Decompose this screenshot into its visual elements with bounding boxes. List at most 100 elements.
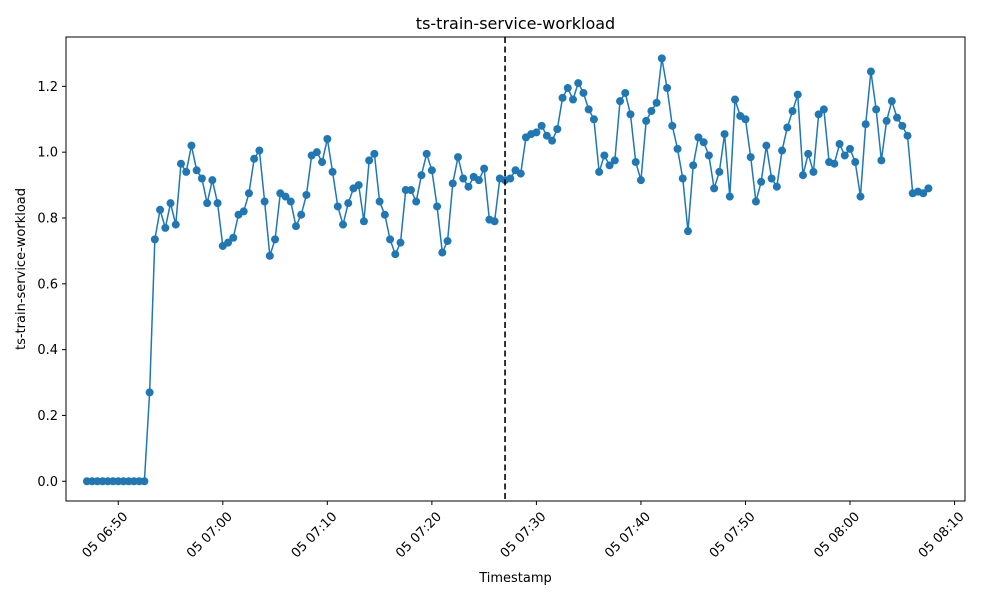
data-point: [861, 120, 870, 129]
data-point: [454, 153, 463, 162]
data-point: [171, 220, 180, 229]
data-point: [657, 54, 666, 63]
data-point: [605, 161, 614, 170]
data-point: [229, 233, 238, 242]
data-point: [887, 97, 896, 106]
data-point: [459, 174, 468, 183]
data-point: [924, 184, 933, 193]
data-point: [224, 238, 233, 247]
data-point: [406, 186, 415, 195]
data-point: [480, 164, 489, 173]
data-point: [689, 161, 698, 170]
data-point: [720, 130, 729, 139]
data-point: [610, 156, 619, 165]
data-point: [778, 146, 787, 155]
data-point: [683, 227, 692, 236]
data-point: [417, 171, 426, 180]
data-point: [642, 116, 651, 125]
data-point: [537, 121, 546, 130]
data-point: [621, 88, 630, 97]
plot-area: [65, 36, 966, 502]
data-point: [433, 202, 442, 211]
data-point: [840, 151, 849, 160]
data-point: [412, 197, 421, 206]
data-point: [788, 107, 797, 116]
data-point: [312, 148, 321, 157]
data-point: [652, 98, 661, 107]
data-point: [255, 146, 264, 155]
data-point: [380, 210, 389, 219]
data-point: [339, 220, 348, 229]
data-point: [767, 174, 776, 183]
data-point: [490, 217, 499, 226]
data-point: [819, 105, 828, 114]
data-point: [595, 167, 604, 176]
y-tick-label: 1.0: [37, 146, 58, 161]
data-point: [579, 88, 588, 97]
data-point: [673, 144, 682, 153]
data-point: [464, 182, 473, 191]
data-point: [793, 90, 802, 99]
data-point: [323, 135, 332, 144]
data-point: [548, 136, 557, 145]
data-point: [328, 167, 337, 176]
data-point: [574, 79, 583, 88]
data-point: [271, 235, 280, 244]
data-point: [893, 113, 902, 122]
data-point: [589, 115, 598, 124]
data-point: [260, 197, 269, 206]
data-point: [542, 131, 551, 140]
data-point: [553, 125, 562, 134]
data-point: [678, 174, 687, 183]
data-point: [830, 159, 839, 168]
data-point: [344, 199, 353, 208]
data-point: [239, 207, 248, 216]
data-point: [291, 222, 300, 231]
data-point: [798, 171, 807, 180]
data-point: [851, 158, 860, 167]
data-point: [783, 123, 792, 132]
data-point: [192, 166, 201, 175]
data-point: [814, 110, 823, 119]
data-point: [731, 95, 740, 104]
data-point: [333, 202, 342, 211]
data-point: [250, 154, 259, 163]
data-point: [772, 182, 781, 191]
data-point: [600, 151, 609, 160]
data-point: [427, 166, 436, 175]
data-point: [354, 181, 363, 190]
y-tick-label: 0.2: [37, 409, 58, 424]
data-point: [359, 217, 368, 226]
data-point: [140, 477, 149, 486]
data-point: [647, 107, 656, 116]
data-point: [663, 84, 672, 93]
data-point: [386, 235, 395, 244]
data-point: [438, 248, 447, 257]
y-tick-label: 1.2: [37, 80, 58, 95]
data-point: [715, 167, 724, 176]
y-tick-label: 0.8: [37, 211, 58, 226]
data-point: [751, 197, 760, 206]
data-point: [208, 176, 217, 185]
data-point: [182, 167, 191, 176]
data-point: [161, 223, 170, 232]
data-point: [872, 105, 881, 114]
data-point: [156, 205, 165, 214]
data-point: [636, 176, 645, 185]
data-point: [846, 144, 855, 153]
data-point: [809, 167, 818, 176]
data-point: [757, 177, 766, 186]
data-point: [631, 158, 640, 167]
data-point: [516, 169, 525, 178]
data-point: [297, 210, 306, 219]
data-point: [318, 158, 327, 167]
data-point: [903, 131, 912, 140]
y-axis: 0.0 0.2 0.4 0.6 0.8 1.0 1.2: [37, 80, 66, 490]
data-point: [563, 84, 572, 93]
data-point: [694, 133, 703, 142]
data-point: [919, 189, 928, 198]
data-point: [365, 156, 374, 165]
data-point: [762, 141, 771, 150]
data-point: [584, 105, 593, 114]
